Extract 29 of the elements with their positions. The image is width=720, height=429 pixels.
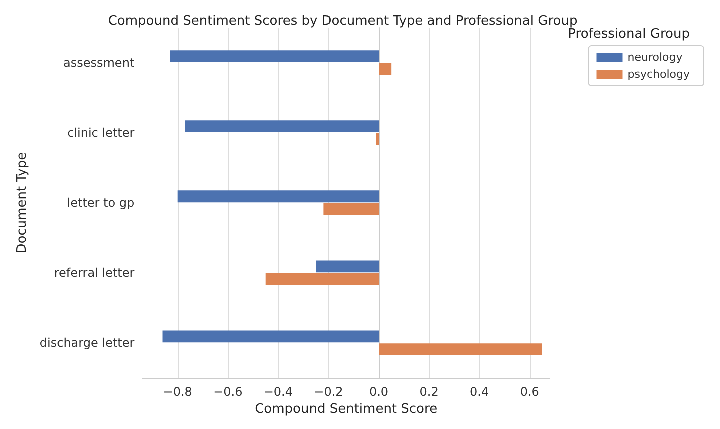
x-tick-label: −0.8 bbox=[163, 385, 192, 400]
y-tick-label: letter to gp bbox=[67, 196, 135, 210]
legend-label: neurology bbox=[628, 51, 684, 64]
x-tick-label: 0.2 bbox=[420, 385, 439, 400]
x-tick-label: 0.4 bbox=[470, 385, 490, 400]
y-tick-label: assessment bbox=[64, 56, 135, 70]
bar bbox=[379, 63, 392, 76]
bar bbox=[162, 330, 380, 343]
x-tick-label: −0.2 bbox=[314, 385, 344, 400]
bar bbox=[376, 134, 380, 146]
x-tick-label: −0.4 bbox=[264, 385, 293, 400]
bar bbox=[324, 204, 380, 216]
bar bbox=[379, 344, 542, 356]
x-tick-label: 0.0 bbox=[369, 385, 389, 400]
x-axis-title: Compound Sentiment Score bbox=[255, 402, 438, 417]
y-tick-label: referral letter bbox=[54, 266, 135, 280]
bar bbox=[170, 50, 380, 63]
y-tick-label: clinic letter bbox=[68, 126, 135, 140]
bar bbox=[316, 260, 380, 273]
y-tick-label: discharge letter bbox=[40, 336, 135, 350]
x-tick-label: −0.6 bbox=[214, 385, 243, 400]
legend-title: Professional Group bbox=[568, 27, 690, 42]
bar bbox=[266, 274, 380, 286]
y-axis-title: Document Type bbox=[15, 152, 30, 254]
x-tick-label: 0.6 bbox=[520, 385, 540, 400]
bar bbox=[185, 120, 380, 133]
legend-label: psychology bbox=[628, 68, 690, 81]
bar bbox=[178, 190, 380, 203]
chart-title: Compound Sentiment Scores by Document Type and Professional Group bbox=[108, 14, 578, 29]
